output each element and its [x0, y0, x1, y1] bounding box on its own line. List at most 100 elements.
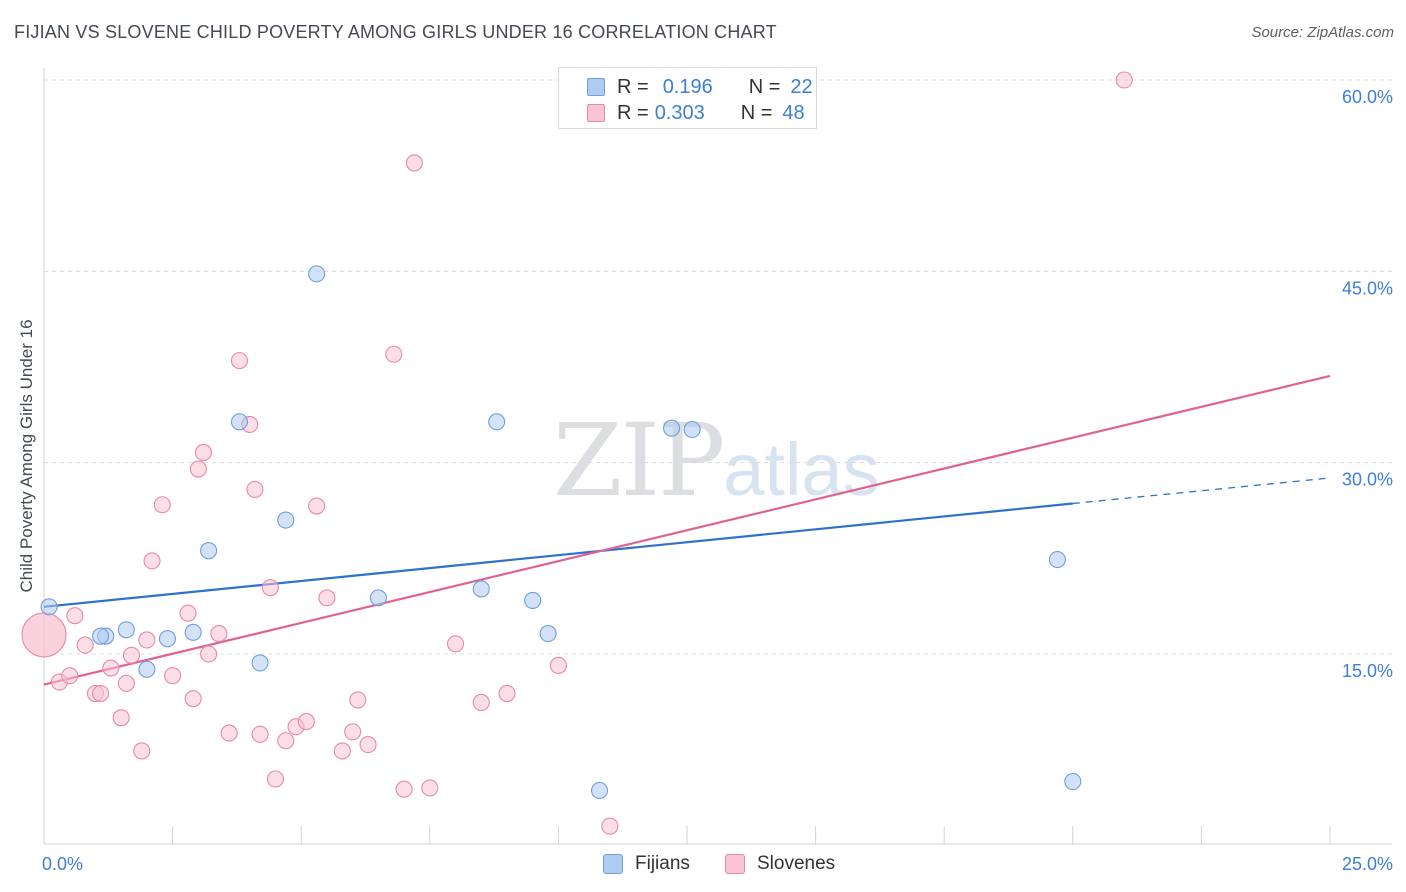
- fijians-point: [539, 625, 557, 643]
- n-value: 22: [790, 75, 813, 98]
- slovenes-point: [112, 709, 130, 727]
- fijians-trend-extension: [1072, 477, 1331, 505]
- slovenes-point: [164, 667, 182, 685]
- tick-labels: 15.0% 30.0% 45.0% 60.0% 0.0% 25.0%: [42, 87, 1393, 874]
- slovenes-point: [230, 352, 249, 370]
- slovenes-point: [421, 779, 439, 797]
- slovenes-point: [277, 732, 295, 750]
- slovenes-swatch: [725, 854, 745, 874]
- y-tick-label: 60.0%: [1342, 87, 1393, 107]
- slovenes-point: [76, 636, 94, 654]
- y-tick-label: 15.0%: [1342, 661, 1393, 681]
- legend-label: Fijians: [635, 853, 690, 874]
- y-tick-label: 45.0%: [1342, 278, 1393, 298]
- fijians-point: [1048, 551, 1066, 569]
- slovenes-point: [318, 589, 336, 607]
- axes: [43, 68, 1392, 845]
- slovenes-point: [66, 607, 84, 625]
- r-label: R =: [617, 75, 649, 98]
- n-label: N =: [748, 75, 781, 98]
- fijians-point: [524, 591, 542, 609]
- fijians-point: [472, 580, 490, 598]
- r-value: 0.303: [654, 101, 705, 124]
- slovenes-point: [143, 552, 161, 570]
- slovenes-point: [246, 480, 264, 499]
- n-value: 48: [782, 101, 805, 124]
- slovenes-point: [153, 496, 171, 514]
- slovenes-point: [1115, 71, 1133, 89]
- fijians-point: [1064, 773, 1082, 791]
- trend-lines: [43, 374, 1331, 686]
- slovenes-point: [297, 713, 315, 731]
- fijians-point: [117, 621, 135, 639]
- legend-item-fijians: Fijians: [603, 851, 690, 877]
- slovenes-point: [261, 579, 279, 597]
- chart-title: FIJIAN VS SLOVENE CHILD POVERTY AMONG GI…: [14, 22, 777, 42]
- correlation-legend: R = 0.196 N = 22 R = 0.303 N = 48: [558, 67, 817, 129]
- slovenes-point: [359, 736, 377, 754]
- r-label: R =: [617, 101, 649, 124]
- fijians-swatch: [603, 854, 623, 874]
- legend-item-slovenes: Slovenes: [725, 851, 835, 877]
- slovenes-point: [220, 724, 238, 742]
- x-tick-label: 25.0%: [1342, 854, 1393, 874]
- slovenes-point: [92, 684, 110, 703]
- fijians-point: [488, 413, 506, 431]
- slovenes-point: [549, 656, 567, 675]
- fijians-point: [92, 627, 110, 645]
- slovenes-point: [333, 742, 351, 760]
- slovenes-point: [308, 497, 326, 515]
- slovenes-point: [251, 725, 269, 743]
- fijians-point: [591, 781, 609, 800]
- slovenes-point: [117, 674, 135, 692]
- slovenes-point: [472, 693, 490, 712]
- slovenes-point: [194, 443, 213, 462]
- slovenes-point: [61, 667, 79, 685]
- slovenes-point: [179, 604, 197, 622]
- legend-row-fijians: R = 0.196 N = 22: [587, 74, 813, 100]
- slovenes-point: [395, 780, 413, 798]
- slovenes-point: [210, 625, 228, 643]
- slovenes-point: [344, 723, 362, 741]
- slovenes-point: [446, 635, 465, 653]
- source-label: Source: ZipAtlas.com: [1251, 24, 1394, 41]
- fijians-point: [158, 630, 177, 648]
- gridlines: [44, 79, 1392, 655]
- fijians-point: [138, 660, 156, 678]
- slovenes-point: [266, 770, 285, 788]
- fijians-point: [230, 413, 249, 431]
- fijians-point: [277, 511, 295, 529]
- legend-label: Slovenes: [757, 853, 836, 874]
- fijians-point: [663, 419, 681, 437]
- slovenes-point: [21, 612, 67, 658]
- n-label: N =: [740, 101, 773, 124]
- fijians-point: [683, 420, 701, 439]
- fijians-point: [40, 598, 58, 616]
- fijians-point: [251, 654, 269, 672]
- slovenes-point: [102, 659, 120, 677]
- slovenes-point: [189, 460, 207, 478]
- slovenes-point: [138, 631, 156, 649]
- slovenes-point: [133, 742, 151, 760]
- slovenes-point: [349, 691, 367, 709]
- fijians-point: [184, 623, 202, 641]
- fijians-point: [308, 265, 326, 283]
- fijians-swatch: [587, 78, 605, 96]
- slovenes-trend-line: [43, 374, 1331, 686]
- slovenes-point: [405, 154, 423, 172]
- fijians-trend-line: [43, 502, 1073, 608]
- slovenes-point: [385, 345, 403, 363]
- fijians-point: [200, 542, 218, 560]
- data-points: [21, 71, 1133, 835]
- slovenes-point: [184, 690, 202, 708]
- r-value: 0.196: [662, 75, 713, 98]
- y-tick-label: 30.0%: [1342, 470, 1393, 490]
- x-tick-label: 0.0%: [42, 854, 83, 874]
- slovenes-point: [498, 684, 516, 703]
- slovenes-point: [200, 645, 218, 663]
- fijians-point: [369, 589, 387, 607]
- slovenes-point: [601, 817, 619, 835]
- slovenes-point: [122, 646, 140, 664]
- slovenes-swatch: [587, 104, 605, 122]
